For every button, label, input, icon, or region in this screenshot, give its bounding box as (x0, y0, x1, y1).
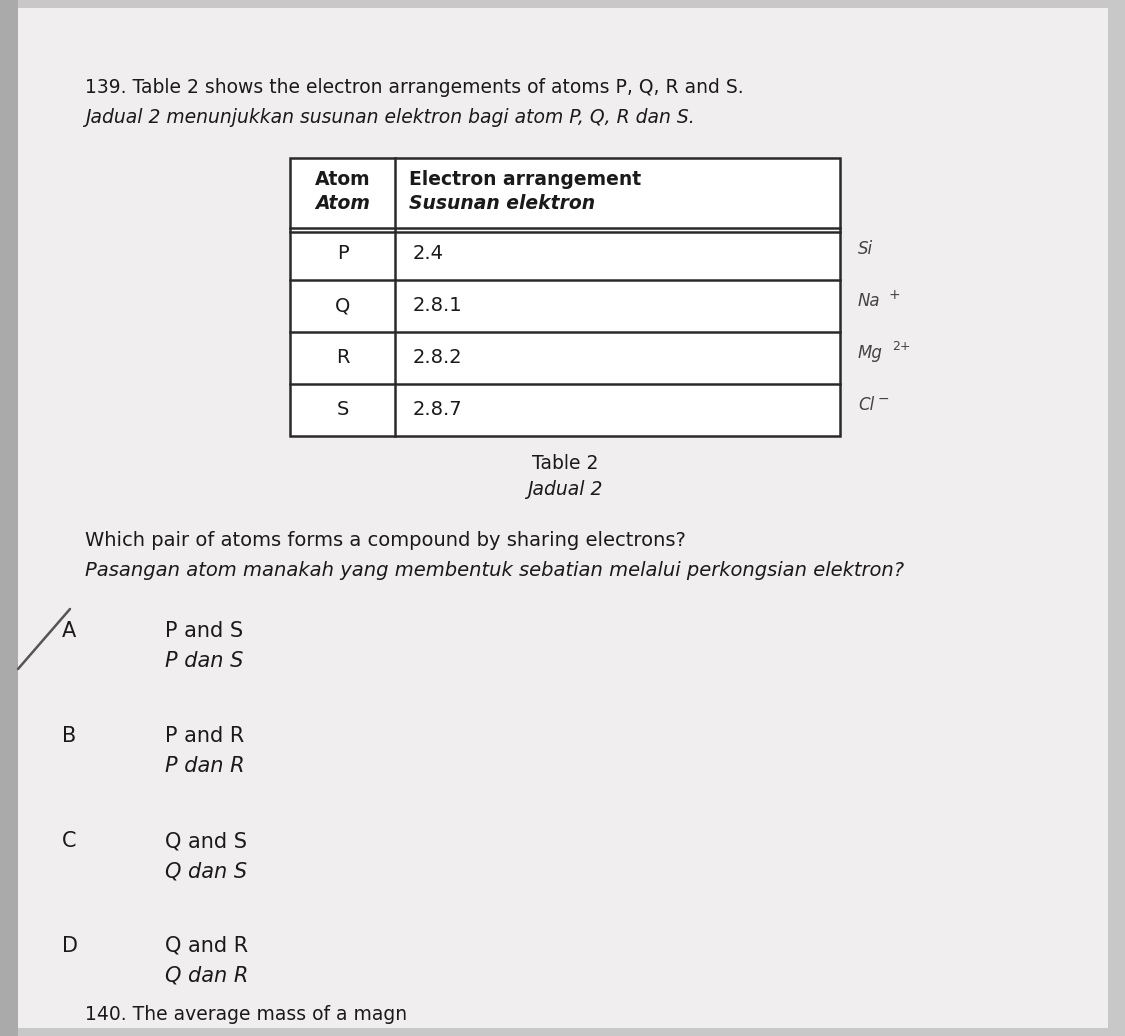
Text: C: C (62, 831, 76, 851)
Text: Q dan R: Q dan R (165, 966, 249, 986)
Text: Q and S: Q and S (165, 831, 248, 851)
Text: Atom: Atom (315, 170, 370, 189)
Text: Pasangan atom manakah yang membentuk sebatian melalui perkongsian elektron?: Pasangan atom manakah yang membentuk seb… (86, 562, 905, 580)
Text: 2.8.7: 2.8.7 (413, 400, 462, 419)
Text: Mg: Mg (858, 344, 883, 362)
Text: Electron arrangement: Electron arrangement (410, 170, 641, 189)
Text: B: B (62, 726, 76, 746)
Bar (290, 159, 840, 436)
Text: P dan S: P dan S (165, 651, 243, 671)
Text: Na: Na (858, 292, 881, 310)
Text: Table 2: Table 2 (532, 454, 598, 473)
Text: Si: Si (858, 240, 873, 258)
Text: 140. The average mass of a magn: 140. The average mass of a magn (86, 1005, 407, 1024)
Text: 139. Table 2 shows the electron arrangements of atoms P, Q, R and S.: 139. Table 2 shows the electron arrangem… (86, 78, 744, 97)
Text: Which pair of atoms forms a compound by sharing electrons?: Which pair of atoms forms a compound by … (86, 531, 686, 550)
Text: 2.8.1: 2.8.1 (413, 296, 462, 315)
Text: P: P (336, 244, 349, 263)
Text: A: A (62, 621, 76, 641)
Text: −: − (878, 392, 890, 406)
Text: R: R (335, 348, 349, 367)
Text: P dan R: P dan R (165, 756, 244, 776)
Text: P and S: P and S (165, 621, 243, 641)
Text: 2.4: 2.4 (413, 244, 444, 263)
Bar (0, 0, 18, 1036)
Text: D: D (62, 936, 78, 956)
Text: 2.8.2: 2.8.2 (413, 348, 462, 367)
Text: +: + (888, 288, 900, 303)
Text: S: S (336, 400, 349, 419)
Text: Q and R: Q and R (165, 936, 249, 956)
Text: 2+: 2+ (892, 340, 910, 353)
Text: Q: Q (335, 296, 350, 315)
Text: Cl: Cl (858, 396, 874, 414)
Text: Jadual 2 menunjukkan susunan elektron bagi atom P, Q, R dan S.: Jadual 2 menunjukkan susunan elektron ba… (86, 108, 695, 127)
Text: Susunan elektron: Susunan elektron (410, 194, 595, 213)
Text: Q dan S: Q dan S (165, 861, 248, 881)
Text: P and R: P and R (165, 726, 244, 746)
Text: Jadual 2: Jadual 2 (528, 480, 603, 499)
Bar (290, 159, 840, 436)
Text: Atom: Atom (315, 194, 370, 213)
